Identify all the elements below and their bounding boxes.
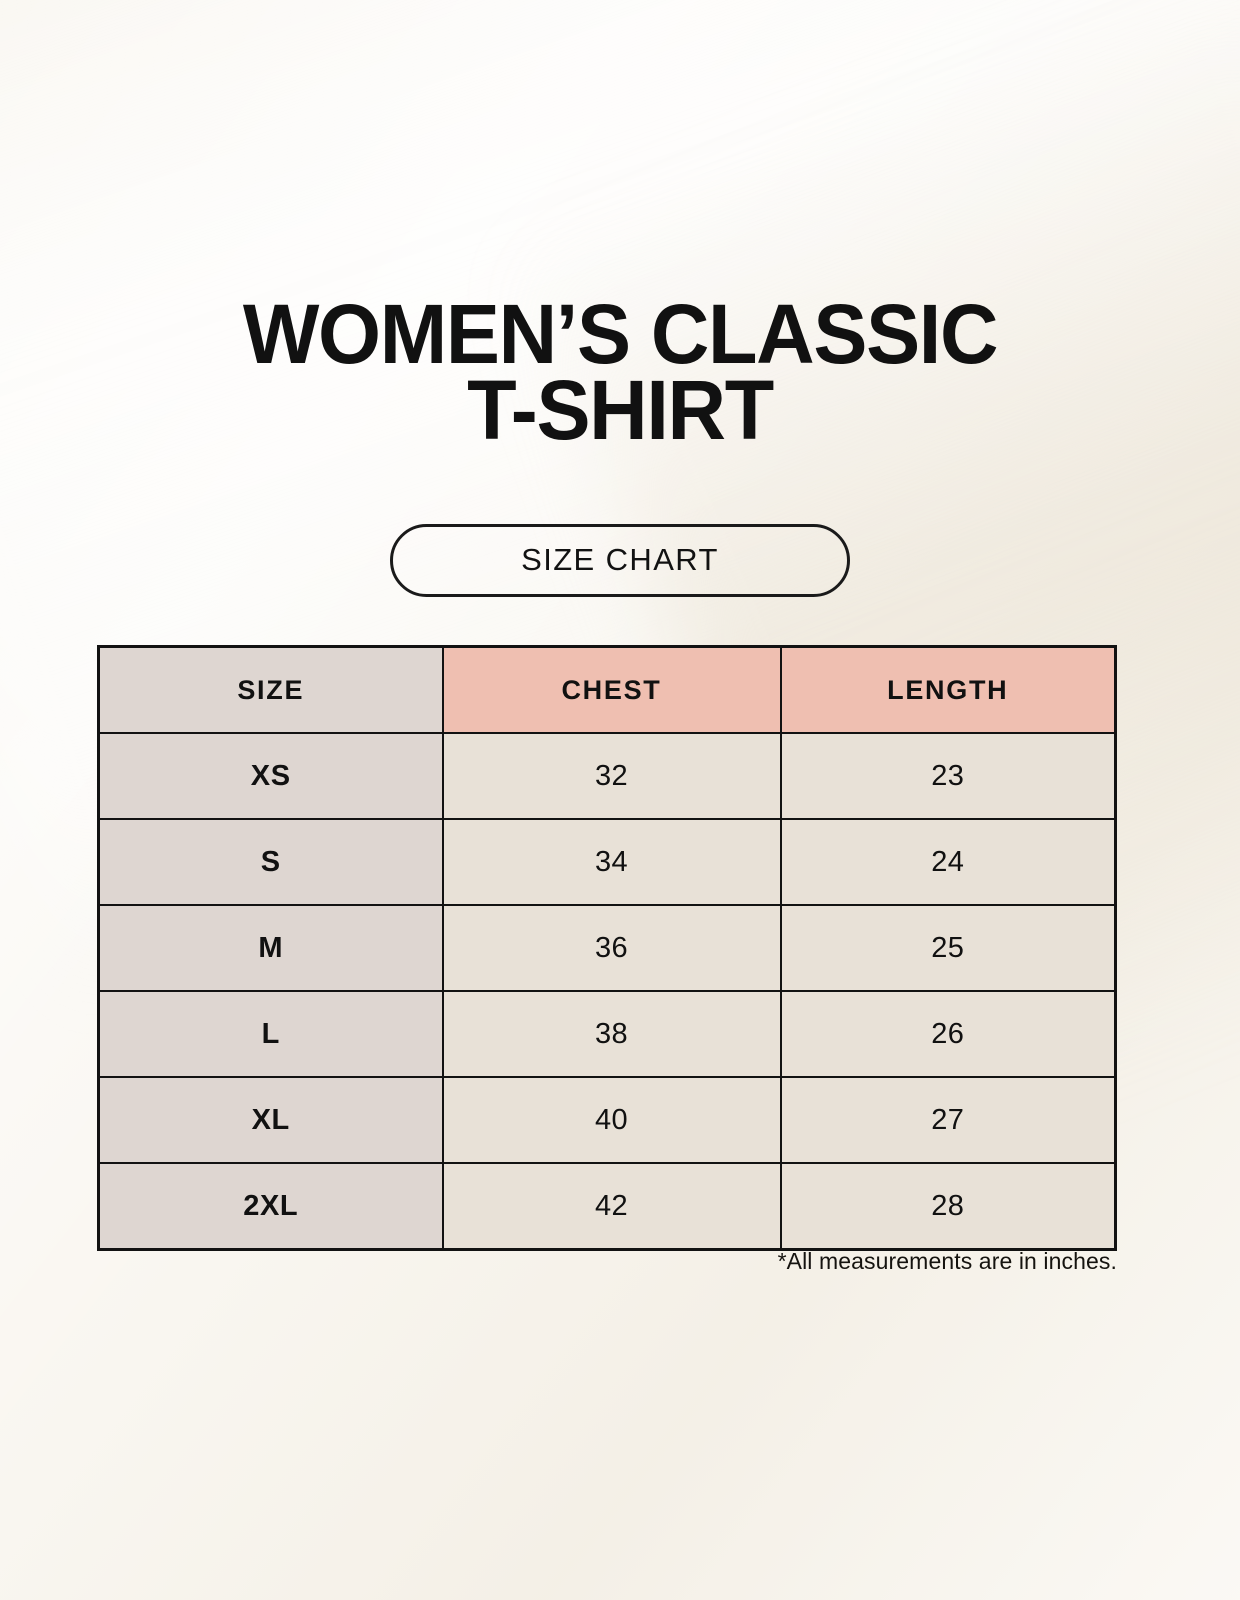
- cell-length: 24: [779, 818, 1117, 906]
- cell-size: S: [97, 818, 444, 906]
- column-header-chest: CHEST: [441, 645, 782, 734]
- cell-size: M: [97, 904, 444, 992]
- table-row: 2XL 42 28: [97, 1162, 1117, 1251]
- badge-container: SIZE CHART: [0, 524, 1240, 597]
- column-header-size: SIZE: [97, 645, 444, 734]
- cell-chest: 34: [441, 818, 782, 906]
- page-title: WOMEN’S CLASSIC T-SHIRT: [0, 287, 1240, 457]
- cell-size: XS: [97, 732, 444, 820]
- table-row: L 38 26: [97, 990, 1117, 1078]
- cell-length: 27: [779, 1076, 1117, 1164]
- table-row: XS 32 23: [97, 732, 1117, 820]
- table-row: XL 40 27: [97, 1076, 1117, 1164]
- cell-size: XL: [97, 1076, 444, 1164]
- cell-length: 23: [779, 732, 1117, 820]
- table-row: M 36 25: [97, 904, 1117, 992]
- cell-chest: 32: [441, 732, 782, 820]
- cell-size: L: [97, 990, 444, 1078]
- cell-length: 26: [779, 990, 1117, 1078]
- table-body: XS 32 23 S 34 24 M 36 25 L 38 26: [97, 732, 1117, 1251]
- cell-chest: 38: [441, 990, 782, 1078]
- size-chart-table: SIZE CHEST LENGTH XS 32 23 S 34 24 M: [97, 645, 1117, 1251]
- column-header-length: LENGTH: [779, 645, 1117, 734]
- measurement-unit-note: *All measurements are in inches.: [777, 1248, 1117, 1274]
- table-header-row: SIZE CHEST LENGTH: [97, 645, 1117, 734]
- table-row: S 34 24: [97, 818, 1117, 906]
- title-line-secondary: T-SHIRT: [467, 363, 774, 457]
- title-line-primary: WOMEN’S CLASSIC: [242, 287, 999, 381]
- size-chart-badge: SIZE CHART: [390, 524, 850, 597]
- cell-chest: 42: [441, 1162, 782, 1251]
- table-header: SIZE CHEST LENGTH: [97, 645, 1117, 734]
- cell-length: 28: [779, 1162, 1117, 1251]
- cell-length: 25: [779, 904, 1117, 992]
- cell-size: 2XL: [97, 1162, 444, 1251]
- cell-chest: 40: [441, 1076, 782, 1164]
- cell-chest: 36: [441, 904, 782, 992]
